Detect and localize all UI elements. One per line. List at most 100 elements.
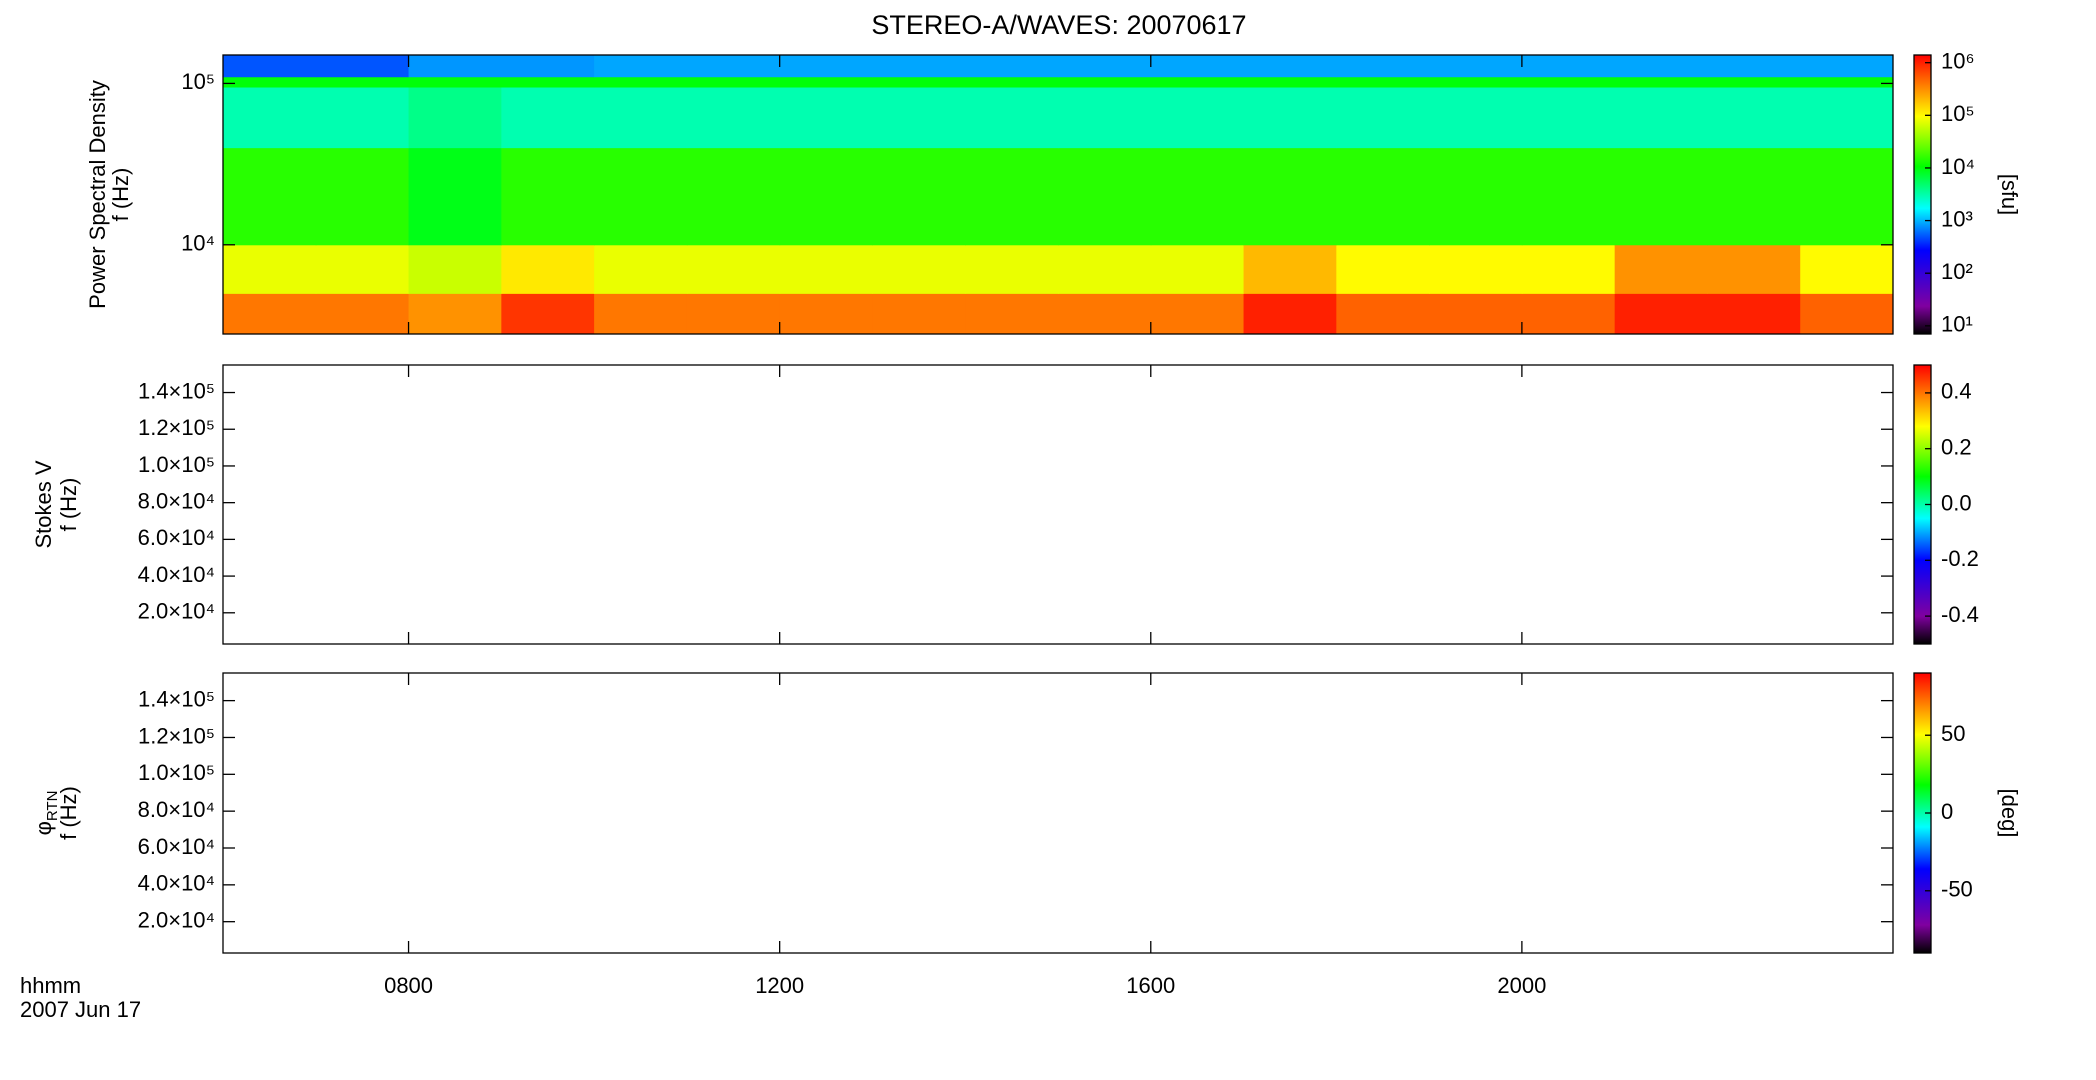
heatmap-cell [779,244,873,294]
heatmap-cell [1521,87,1616,149]
colorbar-tick-label: 10⁶ [1941,49,1975,74]
heatmap-cell [1429,87,1523,149]
colorbar-tick-label: -50 [1941,877,1973,902]
heatmap-cell [408,147,502,246]
heatmap-cell [223,147,317,246]
heatmap-cell [1058,293,1152,335]
colorbar-tick-label: 10¹ [1941,312,1973,337]
plot-frame [222,364,1894,645]
heatmap-cell [1800,244,1894,294]
colorbar-tick-label: 0.2 [1941,435,1972,460]
heatmap-cell [1429,293,1523,335]
heatmap-cell [1336,87,1430,149]
heatmap-cell [1800,293,1894,335]
heatmap-cell [223,55,317,78]
heatmap-cell [872,147,966,246]
heatmap-cell [1614,293,1708,335]
heatmap-cell [223,244,317,294]
heatmap-cell [1614,147,1708,246]
heatmap-cell [501,87,595,149]
y-tick-label: 4.0×10⁴ [138,871,215,896]
colorbar-tick-label: 10⁴ [1941,154,1975,179]
y-axis-label: Power Spectral Density [85,80,110,309]
heatmap-cell [1336,55,1430,78]
heatmap-cell [779,55,873,78]
heatmap-cell [1707,244,1801,294]
heatmap-cell [1614,244,1708,294]
heatmap-cell [1800,147,1894,246]
heatmap-cell [1800,87,1894,149]
heatmap-cell [594,147,688,246]
heatmap-cell [315,55,410,78]
heatmap-cell [223,293,317,335]
heatmap-cell [1429,76,1523,88]
y-tick-label: 8.0×10⁴ [138,488,215,513]
heatmap-cell [408,87,502,149]
y-tick-label: 1.0×10⁵ [138,760,215,785]
y-tick-label: 4.0×10⁴ [138,562,215,587]
x-tick-label: 1600 [1126,973,1175,998]
heatmap-cell [1150,87,1245,149]
heatmap-cell [501,293,595,335]
heatmap-cell [1336,293,1430,335]
heatmap-cell [1707,87,1801,149]
heatmap-cell [779,87,873,149]
heatmap-cell [1614,55,1708,78]
heatmap-cell [1243,244,1337,294]
heatmap-cell [1058,55,1152,78]
y-axis-label: φRTN [31,791,62,836]
colorbar-tick-label: 50 [1941,721,1965,746]
y-axis-label-text: Stokes V [31,460,56,548]
heatmap-cell [1150,244,1245,294]
colorbar-tick-label: 0.0 [1941,490,1972,515]
heatmap-cell [686,147,781,246]
heatmap-cell [501,147,595,246]
colorbar-tick-label: 0.4 [1941,379,1972,404]
heatmap-cell [594,87,688,149]
heatmap-cell [1800,76,1894,88]
heatmap-cell [1058,87,1152,149]
heatmap-cell [872,55,966,78]
heatmap-cell [965,87,1059,149]
colorbar-frame [1913,54,1932,335]
colorbar-label: [deg] [1997,789,2022,838]
heatmap-cell [1058,76,1152,88]
x-axis-label: hhmm [20,973,81,998]
colorbar-tick-label: 10² [1941,259,1973,284]
heatmap-cell [779,76,873,88]
colorbar-tick-label: 0 [1941,799,1953,824]
heatmap-cell [1243,293,1337,335]
heatmap-cell [1150,76,1245,88]
x-tick-label: 2000 [1497,973,1546,998]
heatmap-cell [594,293,688,335]
colorbar [1914,673,1931,953]
heatmap-cell [1243,55,1337,78]
heatmap-cell [501,244,595,294]
x-axis-label: 2007 Jun 17 [20,997,141,1022]
heatmap-cell [1336,147,1430,246]
heatmap-cell [965,147,1059,246]
y-tick-label: 8.0×10⁴ [138,797,215,822]
heatmap-cell [1243,87,1337,149]
y-axis-label: Stokes V [31,460,56,548]
heatmap-cell [594,55,688,78]
heatmap-cell [872,293,966,335]
heatmap-cell [1429,244,1523,294]
y-tick-label: 6.0×10⁴ [138,525,215,550]
x-tick-label: 1200 [755,973,804,998]
heatmap-cell [1707,147,1801,246]
heatmap-cell [1058,244,1152,294]
heatmap-cell [686,55,781,78]
heatmap-cell [594,76,688,88]
heatmap-cell [315,147,410,246]
heatmap-cell [223,76,317,88]
heatmap-cell [965,244,1059,294]
heatmap-cell [501,76,595,88]
chart-title: STEREO-A/WAVES: 20070617 [871,10,1246,40]
heatmap-cell [1150,55,1245,78]
heatmap-cell [408,76,502,88]
heatmap-cell [686,87,781,149]
heatmap-cell [1243,76,1337,88]
colorbar-tick-label: 10³ [1941,206,1973,231]
